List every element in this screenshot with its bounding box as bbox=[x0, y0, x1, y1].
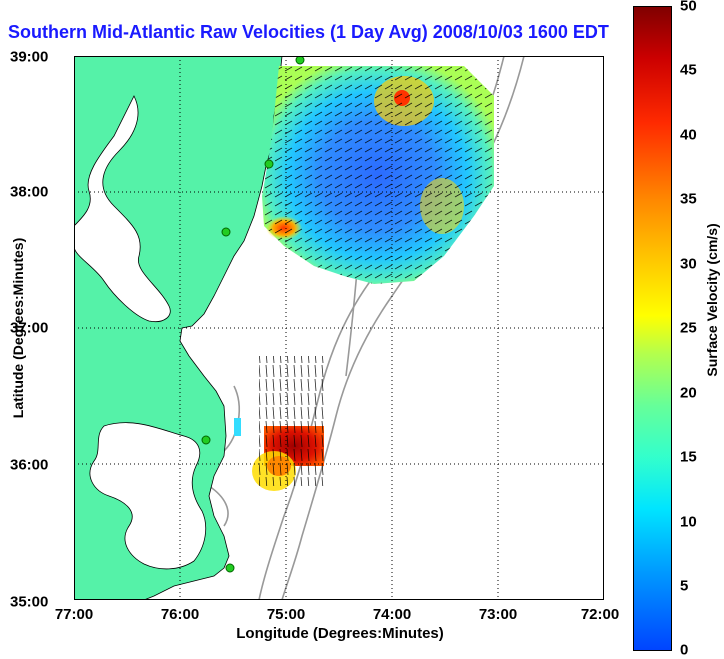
map-area[interactable] bbox=[74, 56, 604, 600]
map-title: Southern Mid-Atlantic Raw Velocities (1 … bbox=[8, 22, 609, 42]
colorbar-tick: 20 bbox=[680, 384, 697, 402]
y-tick: 38:00 bbox=[10, 183, 49, 201]
y-tick: 36:00 bbox=[10, 456, 49, 474]
colorbar-tick: 30 bbox=[680, 255, 697, 273]
station-marker bbox=[264, 159, 274, 169]
colorbar-tick: 5 bbox=[680, 577, 689, 595]
southern-velocity-field bbox=[234, 356, 324, 491]
station-marker bbox=[225, 563, 235, 573]
x-tick: 77:00 bbox=[54, 606, 94, 623]
pamlico-sound bbox=[89, 422, 207, 570]
chesapeake-bay bbox=[74, 95, 171, 323]
colorbar bbox=[633, 6, 672, 651]
y-tick: 37:00 bbox=[10, 319, 49, 337]
colorbar-tick: 0 bbox=[680, 641, 689, 659]
colorbar-tick: 45 bbox=[680, 61, 697, 79]
colorbar-tick: 15 bbox=[680, 448, 697, 466]
x-tick: 72:00 bbox=[580, 606, 620, 623]
map-svg bbox=[74, 56, 604, 600]
station-marker bbox=[295, 56, 305, 65]
colorbar-tick: 25 bbox=[680, 319, 697, 337]
station-marker bbox=[201, 435, 211, 445]
colorbar-tick: 35 bbox=[680, 190, 697, 208]
y-tick: 35:00 bbox=[10, 593, 49, 611]
colorbar-label: Surface Velocity (cm/s) bbox=[704, 223, 720, 377]
northern-velocity-field bbox=[262, 66, 494, 284]
x-tick: 76:00 bbox=[160, 606, 200, 623]
colorbar-tick: 10 bbox=[680, 513, 697, 531]
colorbar-tick: 40 bbox=[680, 126, 697, 144]
station-marker bbox=[221, 227, 231, 237]
colorbar-tick: 50 bbox=[680, 0, 697, 15]
y-axis-label: Latitude (Degrees:Minutes) bbox=[10, 237, 26, 419]
radar-stations bbox=[201, 56, 305, 573]
x-tick: 75:00 bbox=[266, 606, 306, 623]
x-axis-label: Longitude (Degrees:Minutes) bbox=[236, 625, 444, 642]
x-tick: 73:00 bbox=[478, 606, 518, 623]
y-tick: 39:00 bbox=[10, 48, 49, 66]
grid-lines bbox=[74, 56, 604, 600]
x-tick: 74:00 bbox=[372, 606, 412, 623]
